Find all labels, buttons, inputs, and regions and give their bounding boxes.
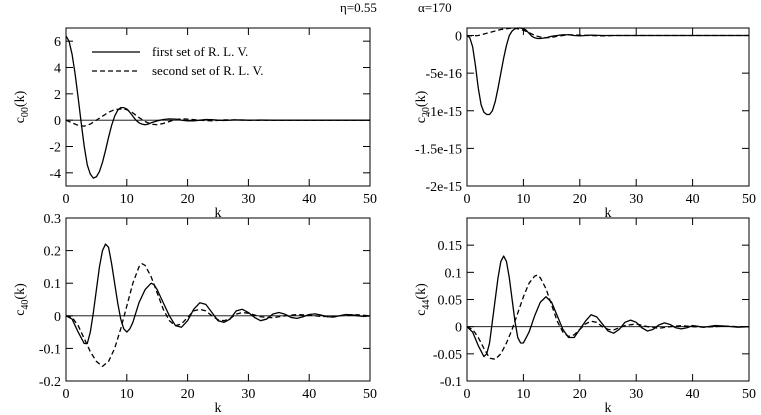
- x-tick-label: 20: [573, 192, 587, 207]
- y-tick-label: 4: [54, 62, 61, 77]
- x-tick-label: 0: [464, 387, 471, 402]
- y-tick-label: -0.1: [440, 375, 462, 390]
- y-tick-label: 6: [54, 35, 61, 50]
- x-tick-label: 10: [120, 387, 134, 402]
- series-line-second-set: [65, 108, 370, 127]
- x-tick-label: 50: [742, 387, 756, 402]
- y-tick-label: 0: [54, 310, 61, 325]
- x-tick-label: 0: [63, 387, 70, 402]
- x-tick-label: 30: [629, 387, 643, 402]
- series-line-second-set: [466, 27, 749, 39]
- x-tick-label: 40: [686, 387, 700, 402]
- y-tick-label: 0: [54, 114, 61, 129]
- plot-c44: 0 10 20 30 40 50 -0.1 -0.05 0 0.05 0.1 0.15 k c44(k): [414, 217, 756, 415]
- y-axis-label: c00(k): [13, 90, 31, 123]
- legend-label-second-set: second set of R. L. V.: [152, 63, 263, 78]
- x-tick-label: 30: [241, 192, 255, 207]
- x-tick-label: 10: [516, 192, 530, 207]
- y-tick-label: -1e-15: [425, 105, 462, 120]
- x-tick-label: 0: [464, 192, 471, 207]
- x-tick-label: 20: [181, 387, 195, 402]
- y-tick-label: -0.2: [39, 375, 61, 390]
- plot-c00: 0 10 20 30 40 50 -4 -2 0 2 4 6 k c00(k): [13, 27, 377, 221]
- x-axis-label: k: [605, 206, 612, 221]
- x-tick-label: 50: [363, 387, 377, 402]
- plot-frame: [466, 217, 750, 382]
- plot-frame: [65, 217, 371, 382]
- y-tick-label: 0.2: [44, 245, 62, 260]
- y-axis-label: c40(k): [13, 283, 31, 316]
- y-tick-label: 0.05: [438, 294, 463, 309]
- header-alpha-label: α=170: [418, 0, 452, 15]
- header-eta-label: η=0.55: [340, 0, 377, 15]
- x-tick-label: 40: [302, 192, 316, 207]
- x-axis-label: k: [605, 401, 612, 415]
- y-tick-label: -0.05: [433, 348, 462, 363]
- x-tick-label: 30: [629, 192, 643, 207]
- series-line-first-set: [466, 27, 749, 116]
- y-axis-label: c44(k): [414, 283, 432, 316]
- x-tick-label: 50: [742, 192, 756, 207]
- y-tick-label: -2: [49, 141, 61, 156]
- series-line-second-set: [466, 274, 749, 360]
- plot-c20: 0 10 20 30 40 50 -2e-15 -1.5e-15 -1e-15 -5e-16 0 k c…: [414, 27, 756, 221]
- x-tick-label: 40: [686, 192, 700, 207]
- y-tick-label: -2e-15: [425, 180, 462, 195]
- y-tick-label: -4: [49, 167, 61, 182]
- x-tick-label: 10: [516, 387, 530, 402]
- x-tick-label: 10: [120, 192, 134, 207]
- y-tick-label: 2: [54, 88, 61, 103]
- y-tick-label: 0.3: [44, 212, 62, 227]
- x-axis-label: k: [215, 401, 222, 415]
- x-tick-label: 20: [573, 387, 587, 402]
- y-tick-label: 0.1: [445, 266, 463, 281]
- legend-label-first-set: first set of R. L. V.: [152, 44, 248, 59]
- x-tick-label: 40: [302, 387, 316, 402]
- x-axis-label: k: [215, 206, 222, 221]
- x-tick-label: 50: [363, 192, 377, 207]
- series-line-first-set: [466, 255, 750, 358]
- y-tick-label: 0.15: [438, 239, 463, 254]
- plot-c40: 0 10 20 30 40 50 -0.2 -0.1 0 0.1 0.2 0.3 k c40(k): [13, 212, 377, 415]
- legend: first set of R. L. V. second set of R. L…: [92, 44, 263, 78]
- y-tick-label: 0: [455, 321, 462, 336]
- y-tick-label: -5e-16: [425, 67, 462, 82]
- y-tick-label: 0.1: [44, 277, 62, 292]
- y-tick-label: -1.5e-15: [415, 142, 462, 157]
- x-tick-label: 30: [241, 387, 255, 402]
- y-tick-label: 0: [455, 30, 462, 45]
- plot-frame: [466, 27, 750, 187]
- y-axis-label: c20(k): [414, 90, 432, 123]
- series-line-second-set: [65, 262, 371, 367]
- x-tick-label: 20: [181, 192, 195, 207]
- series-line-first-set: [65, 243, 371, 345]
- y-tick-label: -0.1: [39, 342, 61, 357]
- plot-frame: [65, 27, 371, 187]
- x-tick-label: 0: [63, 192, 70, 207]
